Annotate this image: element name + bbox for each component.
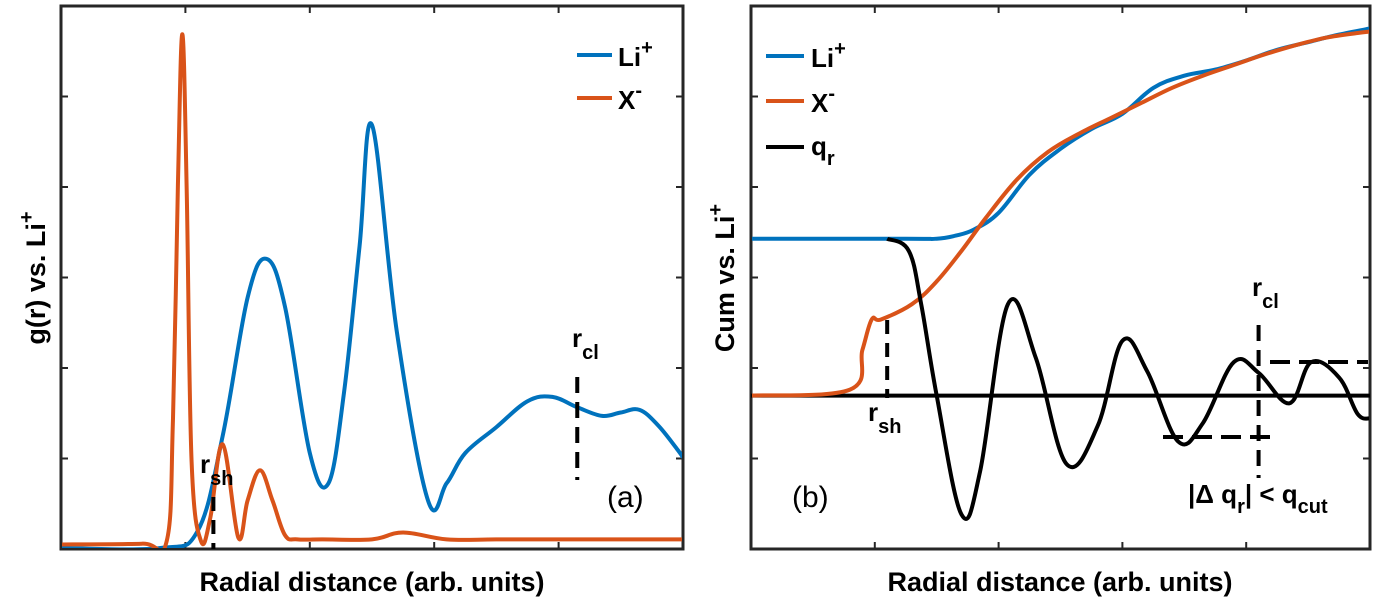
panel-a-xlabel: Radial distance (arb. units) <box>199 567 544 597</box>
li-series-line <box>62 121 682 548</box>
x-series-line <box>62 32 682 548</box>
panel-b: rsh rcl |Δ qr| < qcut Li+ X- qr (b) Radial… <box>705 4 1372 597</box>
panel-a-ylabel: g(r) vs. Li+ <box>16 211 51 344</box>
legend-li-label: Li+ <box>811 38 846 73</box>
panel-a-frame <box>59 4 685 551</box>
panel-a-annotations: rsh rcl <box>200 323 599 549</box>
r-cl-label: rcl <box>572 323 599 364</box>
panel-b-plot-area <box>751 26 1370 522</box>
panel-b-ticks <box>751 6 1370 549</box>
panel-a: rsh rcl Li+ X- (a) Radial distance (arb. … <box>16 4 685 597</box>
q-r-series-line <box>886 236 1369 522</box>
r-sh-label: rsh <box>200 449 233 490</box>
x-series-line <box>752 29 1369 398</box>
li-series-line <box>752 26 1369 241</box>
panel-b-frame <box>749 4 1372 551</box>
panel-b-xlabel: Radial distance (arb. units) <box>887 567 1232 597</box>
legend-li-label: Li+ <box>618 37 653 72</box>
panel-b-legend: Li+ X- qr <box>766 38 846 170</box>
panel-a-tag: (a) <box>607 481 644 514</box>
panel-b-tag: (b) <box>792 481 829 514</box>
panel-a-plot-area <box>62 32 682 548</box>
legend-x-label: X- <box>811 83 835 118</box>
delta-q-criterion: |Δ qr| < qcut <box>1188 479 1328 518</box>
r-cl-label: rcl <box>1252 272 1279 313</box>
panel-b-annotations: rsh rcl |Δ qr| < qcut <box>868 272 1368 518</box>
legend-x-label: X- <box>618 80 642 115</box>
panel-a-ticks <box>61 6 683 549</box>
panel-b-ylabel: Cum vs. Li+ <box>705 204 740 352</box>
panel-a-legend: Li+ X- <box>577 37 653 115</box>
r-sh-label: rsh <box>868 397 901 438</box>
legend-q-label: qr <box>811 131 835 170</box>
